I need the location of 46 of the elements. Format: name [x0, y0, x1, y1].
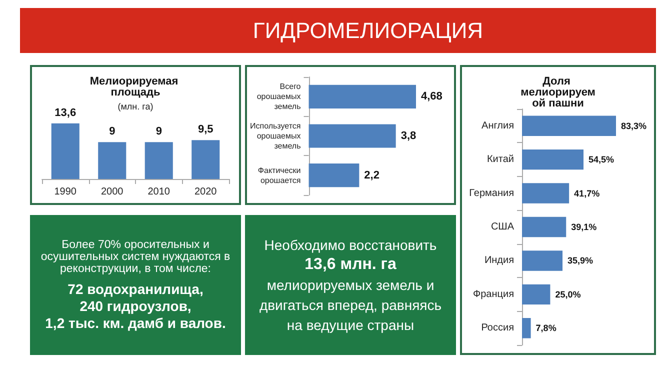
text: Более 70% оросительных и осушительных систем нуждаются в реконструкции, в том числе: — [40, 238, 231, 274]
data-label: 54,5% — [588, 154, 614, 165]
data-label: 4,68 — [421, 90, 442, 103]
text: Необходимо восстановить — [263, 236, 438, 255]
bar — [522, 183, 570, 204]
y-tick-label: Франция — [473, 288, 514, 300]
data-label: 39,1% — [571, 222, 597, 232]
text: ГИДРОМЕЛИОРАЦИЯ — [20, 8, 656, 53]
y-tick-label: Германия — [469, 188, 514, 199]
bar — [522, 318, 531, 338]
x-tick-label: 1990 — [54, 186, 77, 198]
data-label: 25,0% — [555, 289, 581, 300]
text: 1,2 тыс. км. дамб и валов. — [44, 314, 227, 330]
data-label: 9 — [109, 126, 116, 138]
chart-title: Мелиорируемая площадь — [90, 76, 182, 98]
data-label: 83,3% — [621, 120, 647, 131]
y-tick-label: Всего орошаемых земель — [256, 82, 302, 112]
data-label: 2,2 — [364, 169, 380, 182]
y-tick-label: Фактически орошается — [258, 166, 301, 185]
chart-subtitle: (млн. га) — [118, 102, 154, 112]
data-label: 3,8 — [400, 130, 416, 142]
data-label: 35,9% — [568, 256, 594, 266]
bar — [522, 149, 584, 170]
bar — [522, 250, 563, 271]
text: мелиорируемых земель и двигаться вперед, равняясь на ведущие страны — [258, 276, 443, 335]
y-tick-label: Используется орошаемых земель — [250, 122, 301, 150]
data-label: 9,5 — [198, 124, 214, 136]
text: 13,6 млн. га — [304, 255, 398, 275]
text: 72 водохранилища, — [66, 280, 204, 296]
text: 240 гидроузлов, — [78, 298, 192, 314]
data-label: 7,8% — [536, 323, 556, 334]
bar — [522, 216, 566, 238]
x-tick-label: 2020 — [194, 186, 218, 198]
bar — [522, 116, 616, 136]
x-tick-label: 2000 — [101, 186, 124, 198]
y-tick-label: США — [490, 222, 514, 232]
data-label: 13,6 — [54, 106, 76, 119]
y-tick-label: Россия — [481, 322, 514, 334]
bar — [522, 284, 550, 305]
y-tick-label: Китай — [486, 154, 514, 166]
chart-title: Доля мелиорируемой пашни — [520, 76, 596, 110]
y-tick-label: Англия — [482, 120, 514, 132]
data-label: 9 — [156, 126, 162, 138]
x-tick-label: 2010 — [148, 186, 170, 198]
data-label: 41,7% — [574, 188, 600, 198]
y-tick-label: Индия — [484, 255, 514, 266]
